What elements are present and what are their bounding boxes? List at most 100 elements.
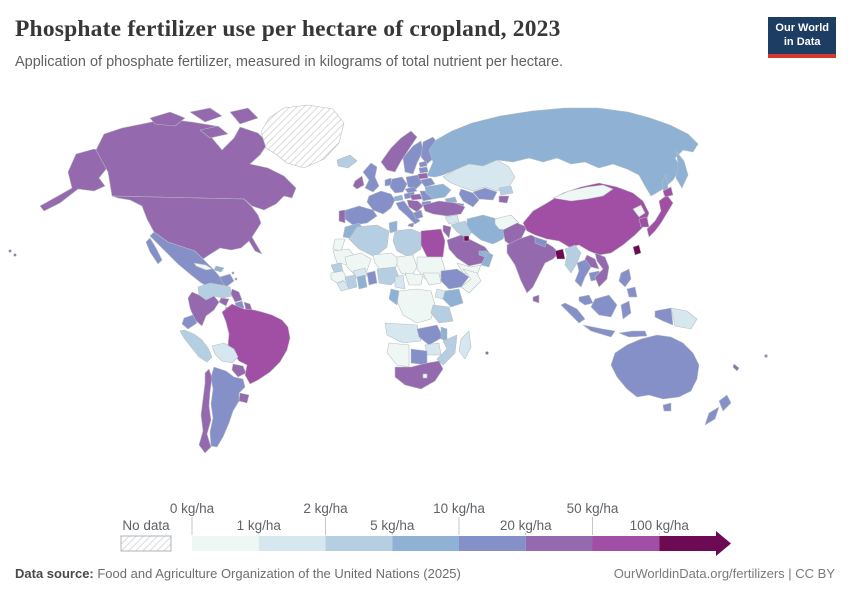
- country-italy[interactable]: [395, 200, 421, 225]
- country-switzerland[interactable]: [393, 194, 404, 202]
- country-latvia[interactable]: [418, 166, 429, 174]
- country-lesser-antilles-1[interactable]: [231, 271, 235, 275]
- legend-bin-50-100[interactable]: [592, 536, 660, 551]
- country-botswana[interactable]: [410, 348, 428, 366]
- legend-bin-1-2[interactable]: [258, 536, 326, 551]
- country-bangladesh[interactable]: [554, 248, 566, 260]
- country-balkans[interactable]: [406, 199, 424, 213]
- country-norway[interactable]: [380, 130, 418, 173]
- country-ghana[interactable]: [356, 274, 368, 290]
- country-spain[interactable]: [342, 205, 378, 226]
- country-vietnam[interactable]: [594, 252, 610, 288]
- country-new-zealand-south[interactable]: [704, 406, 720, 426]
- country-uae[interactable]: [478, 250, 488, 258]
- country-guinea[interactable]: [330, 270, 348, 284]
- country-gabon-congo[interactable]: [388, 288, 400, 306]
- country-canada-arctic-1[interactable]: [149, 111, 186, 127]
- country-turkey[interactable]: [422, 200, 466, 217]
- country-south-korea[interactable]: [638, 216, 650, 228]
- country-japan-hokkaido[interactable]: [662, 186, 674, 198]
- country-benin-togo[interactable]: [366, 270, 378, 286]
- country-sweden[interactable]: [402, 140, 424, 175]
- country-ukraine[interactable]: [424, 183, 452, 200]
- country-kyrgyzstan[interactable]: [498, 185, 514, 196]
- country-angola[interactable]: [384, 322, 422, 344]
- owid-logo[interactable]: Our World in Data: [768, 17, 836, 58]
- legend-bin-100-plus-arrow[interactable]: [659, 531, 731, 556]
- country-syria[interactable]: [444, 214, 460, 225]
- country-israel-jordan[interactable]: [442, 224, 452, 239]
- country-egypt[interactable]: [420, 228, 446, 258]
- country-mauritius[interactable]: [485, 351, 489, 355]
- country-united-kingdom[interactable]: [362, 162, 380, 193]
- country-cameroon[interactable]: [394, 274, 406, 290]
- country-alaska[interactable]: [39, 148, 108, 212]
- legend-bin-10-20[interactable]: [459, 536, 526, 551]
- country-greece[interactable]: [412, 209, 424, 220]
- country-canada-arctic-4[interactable]: [199, 125, 229, 139]
- legend-bin-2-5[interactable]: [325, 536, 393, 551]
- country-canada-arctic-3[interactable]: [229, 107, 259, 125]
- country-senegal[interactable]: [330, 262, 344, 273]
- country-japan[interactable]: [646, 194, 674, 238]
- country-sri-lanka[interactable]: [532, 294, 540, 304]
- country-lesser-antilles-2[interactable]: [234, 277, 238, 281]
- country-uruguay[interactable]: [238, 392, 250, 404]
- country-indonesia-sulawesi[interactable]: [620, 300, 632, 320]
- country-somalia[interactable]: [460, 268, 482, 294]
- country-taiwan[interactable]: [632, 244, 642, 256]
- country-peru[interactable]: [179, 329, 213, 363]
- country-zambia[interactable]: [416, 324, 444, 346]
- country-indonesia-papua[interactable]: [654, 307, 674, 326]
- country-new-caledonia[interactable]: [732, 363, 740, 372]
- country-indonesia-lesser-sunda[interactable]: [618, 330, 648, 338]
- country-bolivia[interactable]: [211, 342, 239, 364]
- country-australia-tasmania[interactable]: [662, 402, 672, 412]
- country-estonia[interactable]: [418, 160, 428, 168]
- country-united-states[interactable]: [111, 195, 263, 260]
- country-ecuador[interactable]: [181, 314, 198, 330]
- country-papua-new-guinea[interactable]: [670, 307, 698, 330]
- country-ireland[interactable]: [352, 175, 365, 190]
- legend-bin-20-50[interactable]: [525, 536, 593, 551]
- country-lithuania[interactable]: [417, 172, 429, 180]
- country-tanzania[interactable]: [430, 304, 454, 324]
- country-iceland[interactable]: [336, 154, 358, 169]
- country-mexico-baja[interactable]: [145, 237, 163, 265]
- country-china[interactable]: [522, 182, 650, 256]
- country-hawaii-1[interactable]: [8, 249, 12, 253]
- country-indonesia-java[interactable]: [582, 324, 616, 338]
- country-malaysia[interactable]: [578, 294, 594, 306]
- country-india[interactable]: [506, 234, 560, 294]
- country-portugal[interactable]: [338, 209, 346, 224]
- country-belarus[interactable]: [419, 177, 436, 188]
- country-hawaii-2[interactable]: [13, 253, 17, 257]
- country-kazakhstan[interactable]: [442, 159, 516, 192]
- country-madagascar[interactable]: [458, 330, 472, 360]
- country-malawi[interactable]: [440, 326, 448, 342]
- country-kuwait[interactable]: [463, 235, 470, 242]
- country-south-sudan[interactable]: [422, 272, 442, 286]
- country-cuba[interactable]: [193, 262, 213, 271]
- country-mozambique[interactable]: [436, 334, 458, 366]
- country-kenya[interactable]: [442, 288, 464, 308]
- country-mongolia[interactable]: [552, 184, 614, 202]
- country-new-zealand-north[interactable]: [718, 394, 732, 412]
- country-drc[interactable]: [396, 288, 436, 324]
- country-indonesia-sumatra[interactable]: [560, 302, 586, 324]
- legend-bin-0-1[interactable]: [192, 536, 259, 551]
- country-uzbekistan[interactable]: [472, 187, 498, 201]
- country-namibia[interactable]: [386, 342, 410, 368]
- country-yemen[interactable]: [456, 262, 482, 276]
- country-greenland[interactable]: [260, 104, 345, 169]
- country-south-africa[interactable]: [394, 360, 444, 390]
- country-indonesia-borneo[interactable]: [590, 294, 618, 318]
- country-central-african-republic[interactable]: [404, 272, 424, 286]
- legend-no-data-swatch[interactable]: [120, 535, 172, 552]
- country-paraguay[interactable]: [231, 363, 247, 378]
- country-hispaniola[interactable]: [213, 265, 225, 273]
- country-germany[interactable]: [389, 176, 408, 194]
- country-chile[interactable]: [198, 368, 213, 454]
- country-fiji[interactable]: [764, 354, 768, 358]
- country-colombia[interactable]: [187, 291, 220, 327]
